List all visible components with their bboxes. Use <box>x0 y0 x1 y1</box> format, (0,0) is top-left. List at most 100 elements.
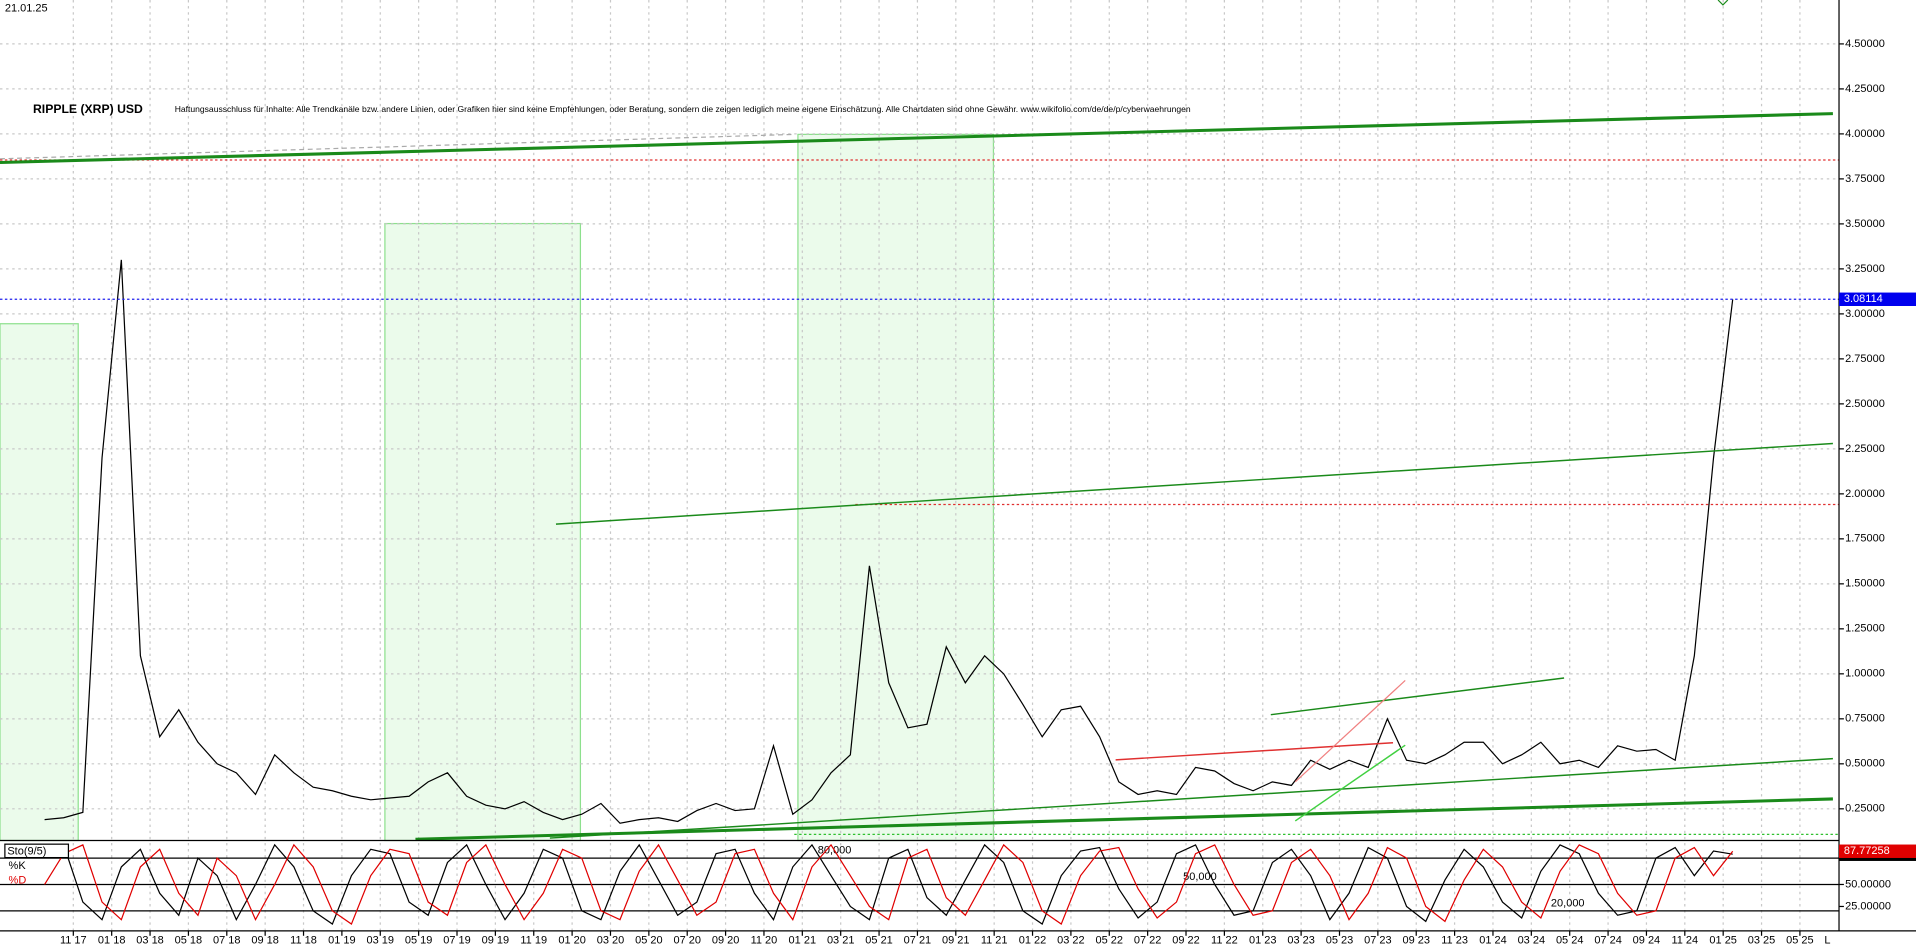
chart-title: RIPPLE (XRP) USD <box>33 102 143 116</box>
trendlines <box>0 0 1840 841</box>
indicator-box <box>4 843 70 859</box>
legend-entry: %D <box>9 875 27 887</box>
y-tick-label: 4.25000 <box>1845 83 1885 95</box>
y-tick-label: 4.50000 <box>1845 38 1885 50</box>
axis-background <box>1839 0 1916 948</box>
y-tick-label: 1.75000 <box>1845 533 1885 545</box>
x-tick-label: 03 21 <box>827 935 855 947</box>
last-value-label: 87.77258 <box>1844 845 1890 857</box>
x-tick-label: 05 24 <box>1556 935 1584 947</box>
x-tick-label: 01 25 <box>1709 935 1737 947</box>
x-tick-label: 07 20 <box>673 935 701 947</box>
y-tick-label: 4.00000 <box>1845 128 1885 140</box>
x-tick-label: 03 19 <box>367 935 395 947</box>
x-tick-label: 09 20 <box>712 935 740 947</box>
series-line <box>44 843 1734 925</box>
x-tick-label: 01 20 <box>558 935 586 947</box>
last-value-label: 3.08114 <box>1844 293 1883 305</box>
x-tick-label: 05 18 <box>175 935 203 947</box>
y-tick-label: 2.00000 <box>1845 488 1885 500</box>
trendline <box>549 757 1833 839</box>
y-tick-label: 3.00000 <box>1845 308 1885 320</box>
x-tick-label: 01 22 <box>1019 935 1047 947</box>
x-tick-label: 11 24 <box>1671 935 1698 947</box>
y-tick-label: 0.50000 <box>1845 758 1885 770</box>
x-tick-label: 03 23 <box>1287 935 1315 947</box>
last-value-box <box>1839 292 1916 306</box>
y-tick-label: 2.50000 <box>1845 398 1885 410</box>
x-tick-label: 01 23 <box>1249 935 1277 947</box>
trendline <box>415 797 1833 841</box>
x-tick-label: 07 18 <box>213 935 241 947</box>
y-tick-label: 50.00000 <box>1845 878 1891 890</box>
x-tick-label: 07 23 <box>1364 935 1392 947</box>
y-tick-label: 25.00000 <box>1845 900 1891 912</box>
x-tick-label: 07 19 <box>443 935 471 947</box>
date-label: 21.01.25 <box>5 2 48 14</box>
trendline <box>555 442 1833 525</box>
level-label: 50,000 <box>1183 871 1217 883</box>
zone <box>384 222 582 842</box>
y-tick-label: 1.00000 <box>1845 668 1885 680</box>
trendline <box>0 133 795 160</box>
x-tick-label: 11 22 <box>1211 935 1238 947</box>
x-tick-label: 11 20 <box>751 935 778 947</box>
scale-mode[interactable]: L <box>1824 935 1830 947</box>
x-tick-label: 09 19 <box>482 935 510 947</box>
x-tick-label: 07 24 <box>1594 935 1622 947</box>
x-tick-label: 05 23 <box>1326 935 1354 947</box>
x-tick-label: 09 23 <box>1402 935 1430 947</box>
legend-entry: %K <box>9 860 27 872</box>
x-tick-label: 03 24 <box>1518 935 1546 947</box>
x-tick-label: 05 20 <box>635 935 663 947</box>
zone <box>797 133 995 842</box>
x-tick-label: 01 18 <box>98 935 126 947</box>
y-tick-label: 3.75000 <box>1845 173 1885 185</box>
x-tick-label: 11 18 <box>290 935 317 947</box>
y-tick-label: 2.25000 <box>1845 443 1885 455</box>
x-tick-label: 03 22 <box>1057 935 1085 947</box>
x-tick-label: 11 17 <box>60 935 87 947</box>
shaded-zones <box>0 133 995 842</box>
x-tick-label: 07 22 <box>1134 935 1162 947</box>
x-tick-label: 11 21 <box>981 935 1008 947</box>
y-tick-label: 3.50000 <box>1845 218 1885 230</box>
series-line <box>44 259 1734 824</box>
x-tick-label: 11 23 <box>1441 935 1468 947</box>
trendline <box>1294 680 1406 783</box>
chart-subtitle: Haftungsausschluss für Inhalte: Alle Tre… <box>175 104 1191 114</box>
x-tick-label: 07 21 <box>904 935 932 947</box>
zone <box>0 323 79 842</box>
x-tick-label: 01 24 <box>1479 935 1507 947</box>
x-tick-label: 01 21 <box>789 935 817 947</box>
x-tick-label: 03 20 <box>597 935 625 947</box>
x-tick-label: 09 22 <box>1172 935 1200 947</box>
series-line <box>44 843 1733 925</box>
x-tick-label: 05 19 <box>405 935 433 947</box>
x-tick-label: 03 25 <box>1748 935 1776 947</box>
y-tick-label: 1.50000 <box>1845 578 1885 590</box>
indicator-title: Sto(9/5) <box>7 845 46 857</box>
y-tick-label: 3.25000 <box>1845 263 1885 275</box>
trendline <box>1294 744 1406 822</box>
last-value-box <box>1839 844 1916 858</box>
trendline <box>1115 742 1394 761</box>
y-tick-label: 2.75000 <box>1845 353 1885 365</box>
x-tick-label: 05 25 <box>1786 935 1814 947</box>
trendline <box>1270 677 1565 716</box>
arrow <box>1717 0 1729 6</box>
x-tick-label: 05 21 <box>865 935 893 947</box>
x-tick-label: 05 22 <box>1096 935 1124 947</box>
y-tick-label: 1.25000 <box>1845 623 1885 635</box>
x-tick-label: 03 18 <box>136 935 164 947</box>
x-tick-label: 01 19 <box>328 935 356 947</box>
trendline <box>0 112 1833 165</box>
x-tick-label: 11 19 <box>520 935 547 947</box>
x-tick-label: 09 21 <box>942 935 970 947</box>
axes: 11 17 01 18 03 18 05 18 07 18 09 18 11 18 01 19… <box>60 38 1916 947</box>
y-tick-label: 0.75000 <box>1845 713 1885 725</box>
y-tick-label: 0.25000 <box>1845 803 1885 815</box>
x-tick-label: 09 24 <box>1633 935 1661 947</box>
